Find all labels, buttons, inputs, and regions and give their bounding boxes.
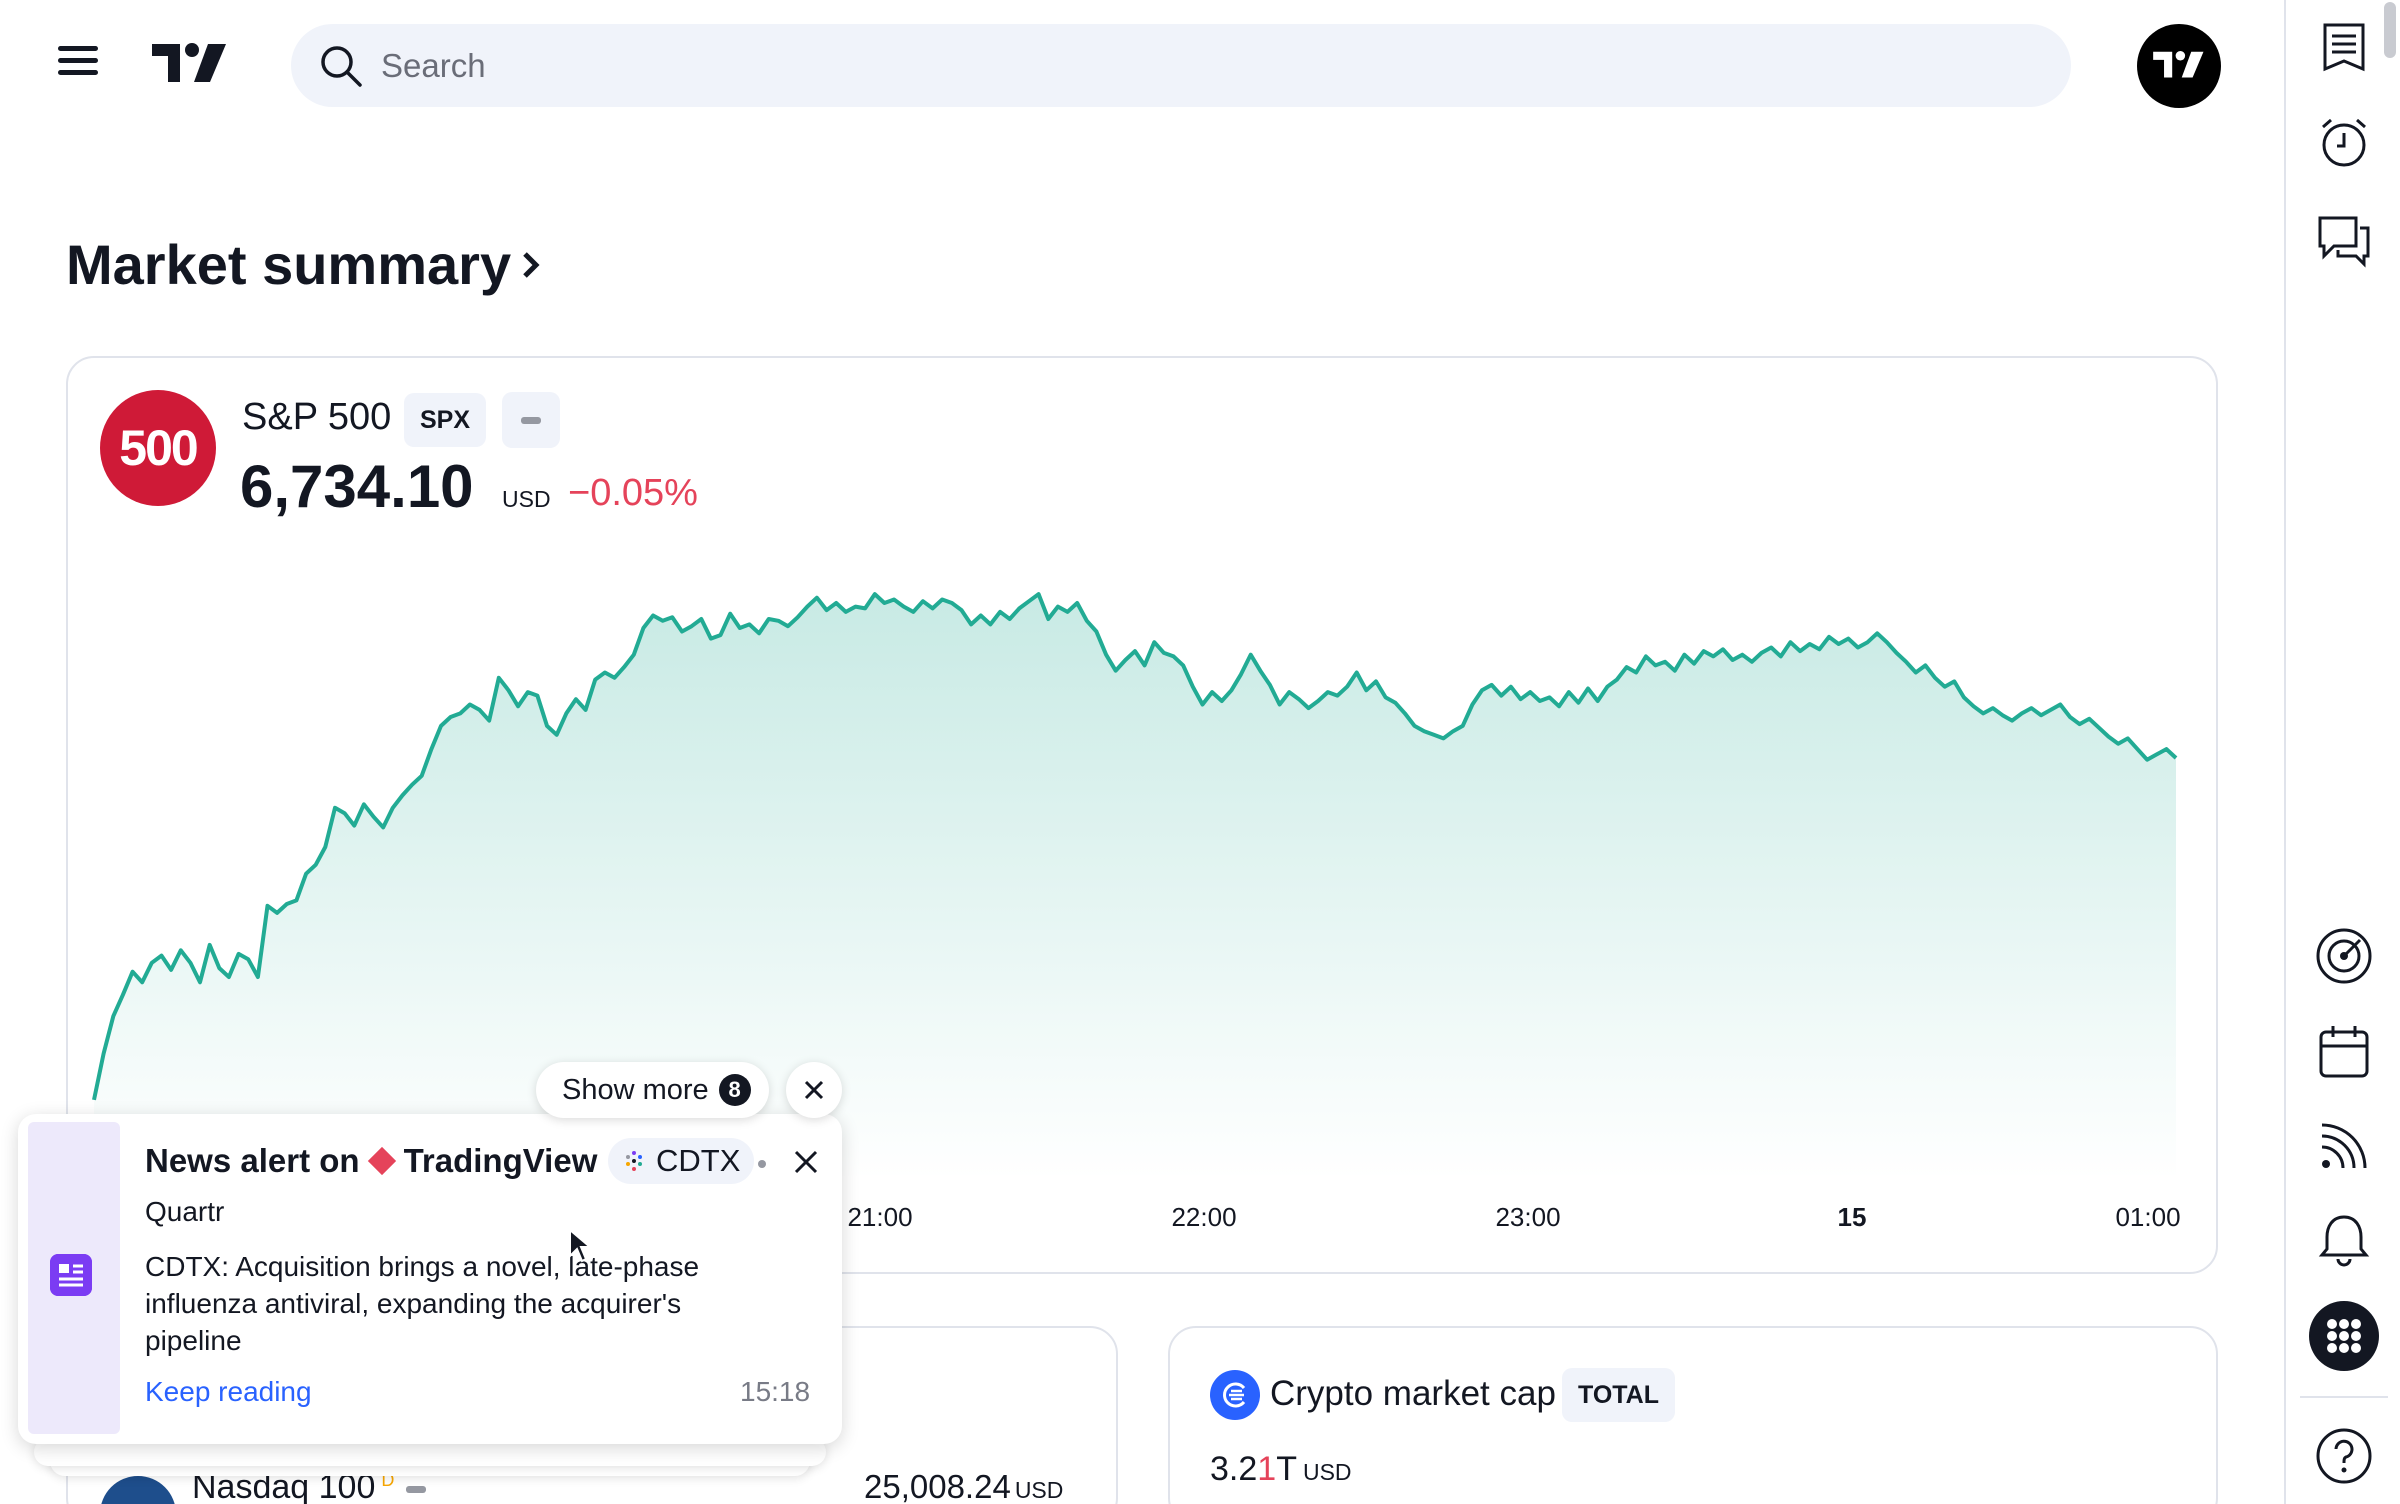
- news-headline[interactable]: CDTX: Acquisition brings a novel, late-p…: [145, 1251, 700, 1356]
- alarm-clock-icon: [2322, 118, 2366, 167]
- bell-icon: [2318, 1215, 2370, 1267]
- show-more-count-badge: 8: [718, 1074, 751, 1106]
- chevron-right-icon: [523, 251, 540, 278]
- crypto-value: 3.21T USD: [1210, 1450, 1352, 1489]
- crypto-value-main: 3.2: [1210, 1450, 1258, 1488]
- spx-logo[interactable]: 500: [100, 390, 216, 506]
- close-icon: [804, 1080, 824, 1100]
- market-summary-heading[interactable]: Market summary: [66, 232, 543, 297]
- chats-button[interactable]: [2306, 202, 2382, 278]
- hamburger-line: [58, 70, 98, 75]
- radar-icon: [2316, 928, 2372, 984]
- search-input[interactable]: [381, 46, 1881, 85]
- nasdaq-price: 25,008.24: [864, 1468, 1011, 1504]
- x-tick-label: 15: [1837, 1202, 1867, 1232]
- cdtx-logo-icon: [626, 1151, 642, 1171]
- price-currency: USD: [502, 486, 551, 512]
- crypto-ticker-badge[interactable]: TOTAL: [1562, 1368, 1676, 1422]
- dismiss-all-button[interactable]: [786, 1062, 842, 1118]
- alerts-clock-button[interactable]: [2306, 104, 2382, 180]
- news-alert-title: News alert on TradingView: [145, 1142, 597, 1180]
- crypto-card[interactable]: [1168, 1326, 2218, 1504]
- mouse-pointer-icon: [569, 1228, 592, 1263]
- news-source: Quartr: [145, 1196, 225, 1227]
- chat-icon: [2318, 216, 2370, 268]
- news-alert-title-prefix: News alert on: [145, 1142, 360, 1179]
- newspaper-icon: [50, 1254, 92, 1296]
- news-alert-toast[interactable]: News alert on TradingView CDTX Quartr CD…: [18, 1114, 842, 1444]
- tradingview-logo[interactable]: [150, 40, 230, 90]
- news-alert-title-brand: TradingView: [403, 1142, 598, 1179]
- x-tick-label: 01:00: [2115, 1202, 2181, 1232]
- symbol-chip-label: CDTX: [656, 1143, 741, 1178]
- market-status-badge[interactable]: [502, 392, 560, 448]
- crypto-cap-icon: [1210, 1370, 1260, 1420]
- user-avatar[interactable]: [2137, 24, 2221, 108]
- crypto-name[interactable]: Crypto market cap: [1270, 1374, 1556, 1413]
- screener-button[interactable]: [2306, 918, 2382, 994]
- tradingview-logo-icon: [2153, 51, 2204, 78]
- help-button[interactable]: [2306, 1418, 2382, 1494]
- separator-dot: [758, 1160, 766, 1168]
- crypto-currency: USD: [1302, 1459, 1352, 1485]
- minus-icon: [406, 1485, 427, 1493]
- nasdaq-value: 25,008.24 USD: [864, 1468, 1063, 1504]
- tradingview-diamond-icon: [367, 1146, 396, 1176]
- feed-icon: [2321, 1123, 2367, 1169]
- price-change: −0.05%: [568, 472, 698, 514]
- products-button[interactable]: [2306, 1298, 2382, 1374]
- watchlist-icon: [2323, 23, 2365, 72]
- search-bar[interactable]: [291, 24, 2071, 107]
- crypto-value-changing-digit: 1: [1257, 1450, 1277, 1488]
- calendar-button[interactable]: [2306, 1014, 2382, 1090]
- keep-reading-link[interactable]: Keep reading: [145, 1376, 312, 1407]
- symbol-chip[interactable]: CDTX: [608, 1138, 755, 1184]
- search-icon: [321, 45, 362, 87]
- chart-series-line: [92, 592, 2178, 1101]
- symbol-price: 6,734.10: [240, 453, 474, 520]
- apps-grid-icon: [2309, 1301, 2379, 1371]
- watchlist-button[interactable]: [2306, 10, 2382, 86]
- hamburger-line: [58, 58, 98, 63]
- x-tick-label: 21:00: [847, 1202, 913, 1232]
- page-title: Market summary: [66, 233, 512, 296]
- ticker-badge[interactable]: SPX: [404, 393, 487, 447]
- x-tick-label: 23:00: [1495, 1202, 1561, 1232]
- sidebar-divider: [2300, 1396, 2388, 1398]
- help-icon: [2316, 1428, 2372, 1484]
- news-timestamp: 15:18: [740, 1376, 811, 1407]
- show-more-button[interactable]: Show more 8: [536, 1062, 769, 1118]
- chart-area-fill: [94, 594, 2176, 1180]
- page-scrollbar[interactable]: [2384, 2, 2396, 58]
- crypto-swirl-icon: [1223, 1382, 1246, 1408]
- show-more-label: Show more: [562, 1073, 709, 1106]
- symbol-name[interactable]: S&P 500: [242, 396, 392, 438]
- news-flow-button[interactable]: [2306, 1108, 2382, 1184]
- right-sidebar: [2284, 0, 2400, 1504]
- notifications-button[interactable]: [2306, 1202, 2382, 1278]
- spx-logo-text: 500: [119, 420, 198, 476]
- minus-icon: [521, 416, 541, 424]
- close-icon[interactable]: [788, 1144, 824, 1180]
- x-tick-label: 22:00: [1171, 1202, 1237, 1232]
- crypto-value-unit: T: [1276, 1450, 1297, 1488]
- calendar-icon: [2319, 1026, 2369, 1078]
- hamburger-line: [58, 46, 98, 51]
- nasdaq-currency: USD: [1014, 1477, 1064, 1503]
- menu-button[interactable]: [58, 46, 110, 86]
